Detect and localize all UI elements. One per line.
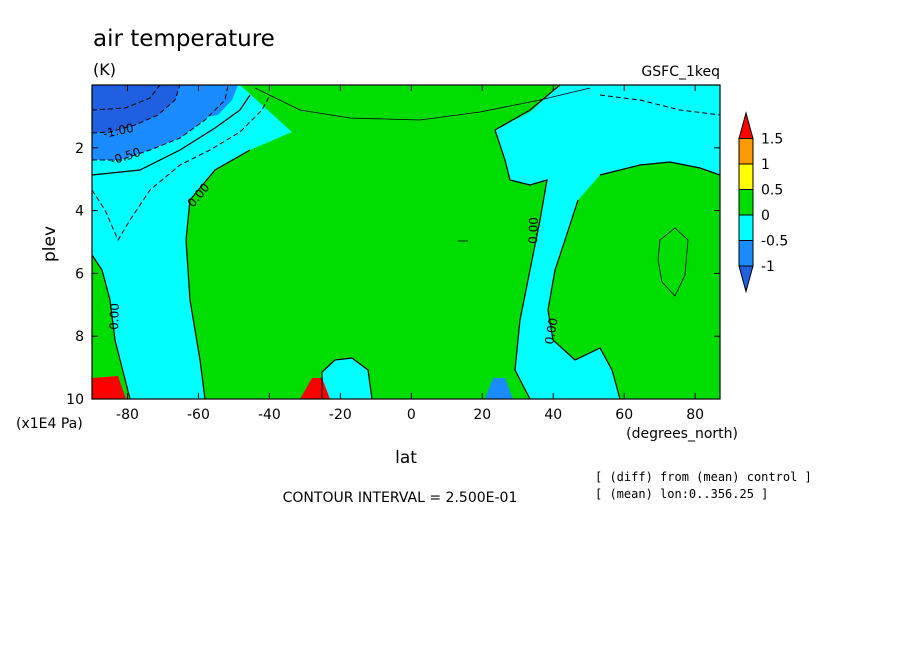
region-cyan-right: [495, 85, 720, 399]
colorbar-label: 0: [761, 208, 770, 224]
colorbar-label: -0.5: [761, 234, 788, 250]
y-axis-title: plev: [40, 226, 60, 262]
y-tick-label: 2: [75, 141, 84, 157]
y-tick-label: 10: [66, 392, 84, 408]
positive-contours: [254, 87, 689, 297]
x-tick-label: 40: [544, 407, 562, 423]
x-tick-label: -20: [329, 407, 352, 423]
x-tick-label: -40: [258, 407, 281, 423]
note-mean: [ (mean) lon:0..356.25 ]: [595, 487, 768, 501]
colorbar-label: 1.5: [761, 132, 783, 148]
colorbar-bottom-triangle: [738, 265, 754, 294]
colorbar-swatch: [738, 138, 754, 165]
contour-field: -1.00 -0.50 0.00 0.00 0.00 0.00: [92, 85, 720, 399]
region-deepblue-left: [92, 85, 180, 133]
contour-label: 0.00: [542, 317, 560, 346]
contour-label: 0.00: [526, 217, 541, 244]
colorbar-swatch: [738, 214, 754, 241]
colorbar-label: 0.5: [761, 183, 783, 199]
colorbar: 1.5 1 0.5 0 -0.5 -1: [738, 111, 788, 294]
contour-interval-label: CONTOUR INTERVAL = 2.500E-01: [283, 490, 518, 506]
colorbar-swatch: [738, 189, 754, 216]
x-axis-title: lat: [395, 448, 417, 468]
chart-title: air temperature: [93, 26, 275, 52]
zero-contours: [92, 85, 720, 399]
region-red-left: [92, 376, 126, 399]
units-label: (K): [93, 60, 116, 79]
x-axis-units: (degrees_north): [626, 426, 738, 442]
x-tick-label: 20: [473, 407, 491, 423]
y-axis: 2 4 6 8 10: [66, 141, 720, 408]
y-axis-units: (x1E4 Pa): [16, 416, 83, 432]
colorbar-swatch: [738, 240, 754, 267]
negative-contours: [92, 85, 720, 242]
colorbar-label: 1: [761, 157, 770, 173]
x-tick-label: 0: [407, 407, 416, 423]
colorbar-top-triangle: [738, 111, 754, 139]
x-tick-label: 80: [686, 407, 704, 423]
contour-label: 0.00: [107, 303, 122, 330]
experiment-label: GSFC_1keq: [641, 64, 720, 80]
region-cyan-bottom: [322, 358, 372, 399]
region-blue-bottom: [485, 378, 513, 399]
x-tick-label: -80: [116, 407, 139, 423]
y-tick-label: 6: [75, 266, 84, 282]
region-cyan-left: [92, 85, 292, 399]
region-blue-upper: [188, 85, 238, 118]
contour-label: -1.00: [102, 121, 135, 141]
x-tick-label: -60: [187, 407, 210, 423]
y-tick-label: 4: [75, 204, 84, 220]
colorbar-swatch: [738, 163, 754, 190]
x-axis: -80 -60 -40 -20 0 20 40 60 80: [116, 85, 704, 423]
x-tick-label: 60: [615, 407, 633, 423]
y-tick-label: 8: [75, 329, 84, 345]
plot-frame: [91, 84, 721, 400]
note-diff: [ (diff) from (mean) control ]: [595, 470, 812, 484]
colorbar-label: -1: [761, 259, 775, 275]
